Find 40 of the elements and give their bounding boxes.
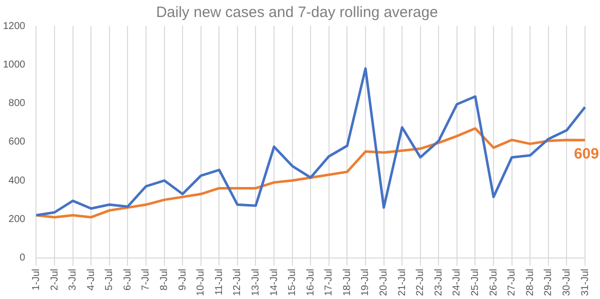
x-tick-label: 12-Jul: [232, 268, 244, 296]
annotation: 609: [574, 145, 599, 162]
y-tick-label: 200: [8, 214, 26, 225]
x-tick-label: 7-Jul: [140, 268, 152, 290]
x-tick-label: 29-Jul: [543, 268, 554, 296]
x-tick-label: 20-Jul: [378, 268, 390, 296]
x-tick-label: 13-Jul: [250, 268, 262, 296]
x-tick-label: 17-Jul: [324, 268, 335, 296]
x-tick-label: 1-Jul: [30, 268, 42, 290]
x-tick-label: 4-Jul: [86, 268, 97, 290]
x-tick-label: 6-Jul: [122, 268, 134, 290]
x-tick-label: 10-Jul: [196, 268, 207, 296]
x-tick-label: 24-Jul: [452, 268, 463, 296]
chart-title: Daily new cases and 7-day rolling average: [156, 4, 438, 22]
x-tick-label: 27-Jul: [506, 268, 518, 296]
y-tick-label: 0: [20, 252, 26, 264]
x-tick-label: 8-Jul: [159, 268, 170, 290]
x-tick-label: 25-Jul: [470, 268, 481, 296]
x-tick-label: 14-Jul: [268, 268, 280, 296]
x-tick-label: 5-Jul: [104, 268, 116, 290]
x-tick-label: 9-Jul: [177, 268, 188, 290]
x-tick-label: 15-Jul: [287, 268, 298, 296]
x-tick-label: 2-Jul: [49, 268, 60, 290]
x-tick-label: 22-Jul: [415, 268, 426, 296]
x-tick-label: 31-Jul: [580, 268, 591, 296]
x-tick-label: 21-Jul: [396, 268, 408, 296]
x-tick-label: 11-Jul: [214, 268, 225, 296]
x-tick-label: 18-Jul: [342, 268, 353, 296]
y-tick-label: 800: [8, 98, 26, 110]
x-tick-label: 30-Jul: [561, 268, 572, 296]
x-tick-label: 26-Jul: [488, 268, 500, 296]
x-tick-label: 3-Jul: [68, 268, 79, 290]
y-tick-label: 1200: [2, 20, 26, 32]
x-tick-label: 28-Jul: [524, 268, 536, 296]
x-tick-label: 19-Jul: [360, 268, 372, 296]
y-tick-label: 1000: [2, 59, 26, 70]
y-tick-label: 600: [8, 136, 26, 148]
x-tick-label: 16-Jul: [305, 268, 316, 296]
y-tick-label: 400: [8, 175, 26, 186]
x-tick-label: 23-Jul: [433, 268, 444, 296]
